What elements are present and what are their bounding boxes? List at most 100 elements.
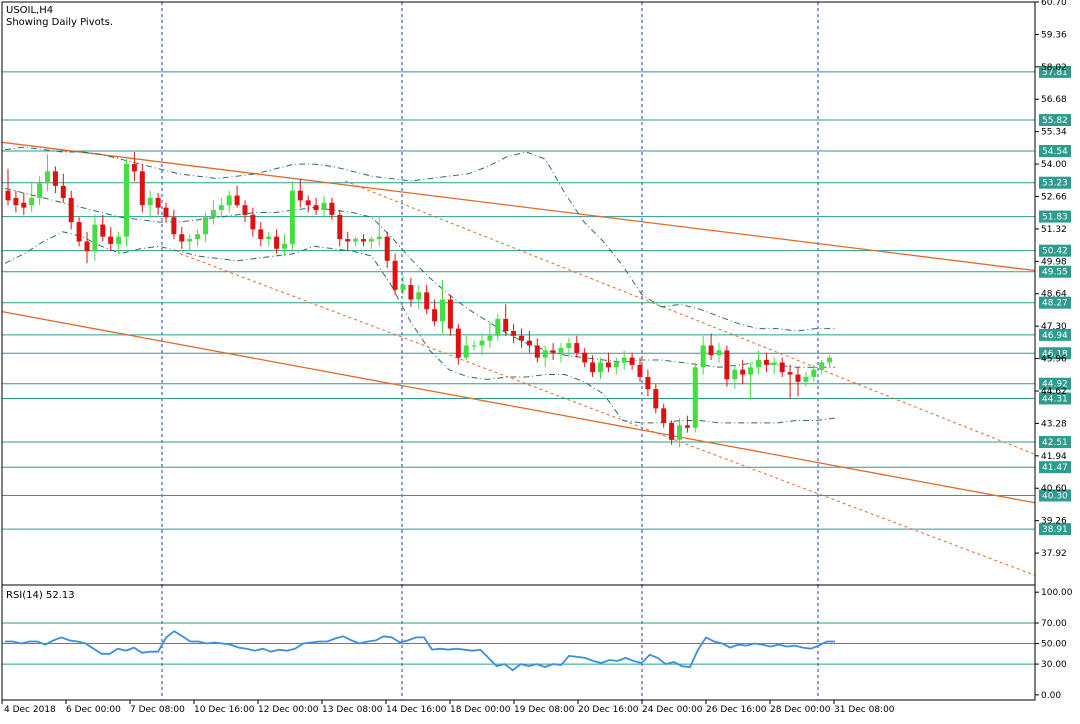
candle-body [582, 352, 588, 363]
candle-body [100, 224, 106, 237]
candle-body [779, 362, 785, 373]
candle-body [163, 207, 169, 218]
x-tick-label: 31 Dec 08:00 [834, 705, 895, 715]
rsi-title: RSI(14) 52.13 [6, 590, 75, 601]
candle-body [495, 318, 501, 336]
pivot-label: 51.83 [1042, 213, 1068, 223]
price-tick-label: 48.64 [1041, 290, 1067, 300]
candle-body [171, 217, 177, 235]
pivot-label: 38.91 [1042, 525, 1068, 535]
candle-body [550, 350, 556, 353]
pivot-label-box [1039, 377, 1071, 390]
pivot-label: 44.31 [1042, 394, 1068, 404]
pivot-label: 40.30 [1042, 491, 1068, 501]
x-tick-label: 4 Dec 2018 [4, 705, 56, 715]
candle-body [242, 205, 248, 215]
candle-body [92, 224, 98, 252]
candle-body [76, 222, 82, 242]
candle-body [763, 360, 769, 365]
price-tick-label: 59.36 [1041, 30, 1067, 40]
pivot-label-box [1039, 65, 1071, 78]
candle-body [740, 369, 746, 375]
pivot-label: 42.51 [1042, 438, 1068, 448]
candle-body [558, 347, 564, 353]
candle-body [700, 345, 706, 368]
candle-body [511, 330, 517, 336]
candle-body [440, 299, 445, 322]
candle-body [669, 422, 675, 440]
candle-body [590, 362, 596, 373]
price-tick-label: 37.92 [1041, 549, 1067, 559]
pivot-label-box [1039, 392, 1071, 405]
price-tick-label: 45.96 [1041, 355, 1067, 365]
pivot-label-box [1039, 265, 1071, 278]
channel-mid-dashed-line [344, 180, 1036, 455]
candle-body [345, 239, 351, 242]
candle-body [684, 425, 690, 428]
pivot-label: 57.81 [1042, 68, 1068, 78]
rsi-tick-label: 30.00 [1041, 660, 1067, 670]
candle-body [218, 205, 224, 211]
pivot-label: 50.42 [1042, 247, 1068, 257]
candle-body [613, 362, 619, 368]
channel-low-dashed-line [179, 253, 1036, 576]
candle-body [68, 197, 74, 223]
candle-body [416, 292, 422, 300]
price-tick-label: 44.62 [1041, 387, 1067, 397]
candle-body [542, 350, 548, 358]
candle-body [274, 236, 280, 249]
candle-body [803, 376, 809, 382]
rsi-tick-label: 100.00 [1041, 588, 1073, 598]
rsi-tick-label: 0.00 [1041, 691, 1061, 701]
pivot-label-box [1039, 210, 1071, 223]
candle-body [234, 195, 240, 206]
price-tick-label: 40.60 [1041, 484, 1067, 494]
candle-body [748, 367, 754, 375]
candle-body [139, 171, 145, 206]
chart-title: USOIL,H4 [6, 5, 53, 16]
pivot-label-box [1039, 347, 1071, 360]
candle-body [526, 340, 532, 346]
candle-body [771, 362, 777, 365]
price-tick-label: 60.70 [1041, 0, 1067, 8]
candle-body [471, 345, 477, 347]
channel-upper-line [1, 141, 1036, 272]
candle-body [289, 190, 295, 244]
candle-body [692, 367, 698, 428]
candle-body [795, 374, 801, 382]
candle-body [519, 335, 524, 341]
x-tick-label: 6 Dec 00:00 [66, 705, 121, 715]
candle-body [376, 236, 382, 240]
candle-body [621, 357, 627, 363]
pivot-label: 54.54 [1042, 147, 1068, 157]
candle-body [5, 190, 11, 201]
candle-body [424, 292, 430, 310]
pivot-label-box [1039, 328, 1071, 341]
candle-body [708, 345, 714, 356]
candle-body [210, 210, 216, 218]
candle-body [479, 340, 485, 346]
price-panel-frame [1, 1, 1036, 586]
candle-body [116, 236, 122, 244]
x-tick-label: 14 Dec 16:00 [386, 705, 447, 715]
pivot-label-box [1039, 176, 1071, 189]
candle-body [353, 239, 359, 242]
candle-body [645, 376, 651, 390]
candle-body [605, 362, 611, 368]
candle-body [187, 239, 193, 242]
candle-body [787, 372, 793, 375]
price-tick-label: 47.30 [1041, 322, 1067, 332]
candle-body [716, 350, 722, 356]
candle-body [724, 350, 730, 380]
channel-lower-line [1, 311, 1036, 504]
candle-body [52, 171, 58, 186]
pivot-label: 46.18 [1042, 349, 1068, 359]
x-tick-label: 24 Dec 00:00 [642, 705, 703, 715]
candle-body [653, 389, 659, 409]
pivot-label-box [1039, 296, 1071, 309]
candle-body [282, 243, 287, 249]
x-tick-label: 10 Dec 16:00 [194, 705, 255, 715]
candle-body [329, 202, 335, 215]
